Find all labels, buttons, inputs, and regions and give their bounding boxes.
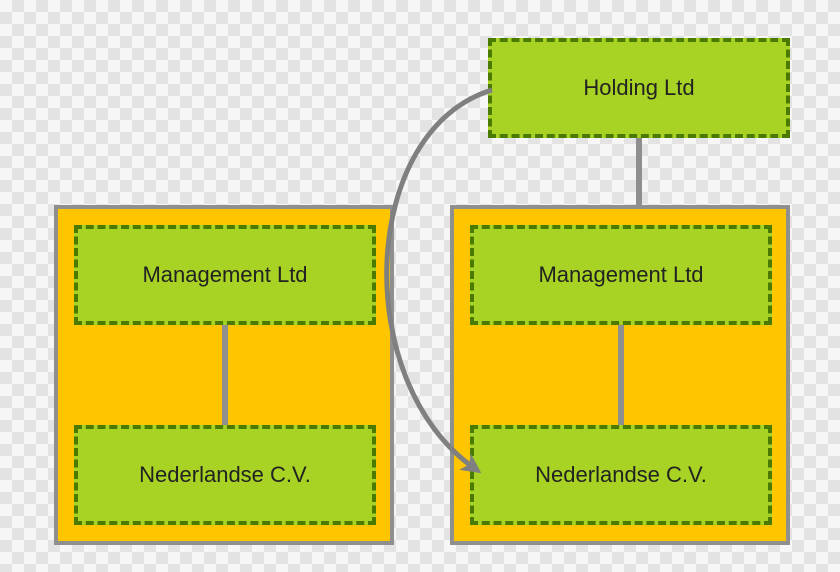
entity-holding-label: Holding Ltd (583, 75, 694, 101)
entity-mgmt-right: Management Ltd (470, 225, 772, 325)
entity-holding: Holding Ltd (488, 38, 790, 138)
entity-mgmt-right-label: Management Ltd (538, 262, 703, 288)
connector-holding-to-mgmt-right (636, 138, 642, 205)
entity-mgmt-left-label: Management Ltd (142, 262, 307, 288)
entity-cv-left-label: Nederlandse C.V. (139, 462, 311, 488)
connector-mgmt-right-to-cv-right (618, 325, 624, 425)
diagram-canvas: Holding Ltd Management Ltd Nederlandse C… (0, 0, 840, 572)
entity-mgmt-left: Management Ltd (74, 225, 376, 325)
entity-cv-left: Nederlandse C.V. (74, 425, 376, 525)
entity-cv-right: Nederlandse C.V. (470, 425, 772, 525)
entity-cv-right-label: Nederlandse C.V. (535, 462, 707, 488)
connector-mgmt-left-to-cv-left (222, 325, 228, 425)
